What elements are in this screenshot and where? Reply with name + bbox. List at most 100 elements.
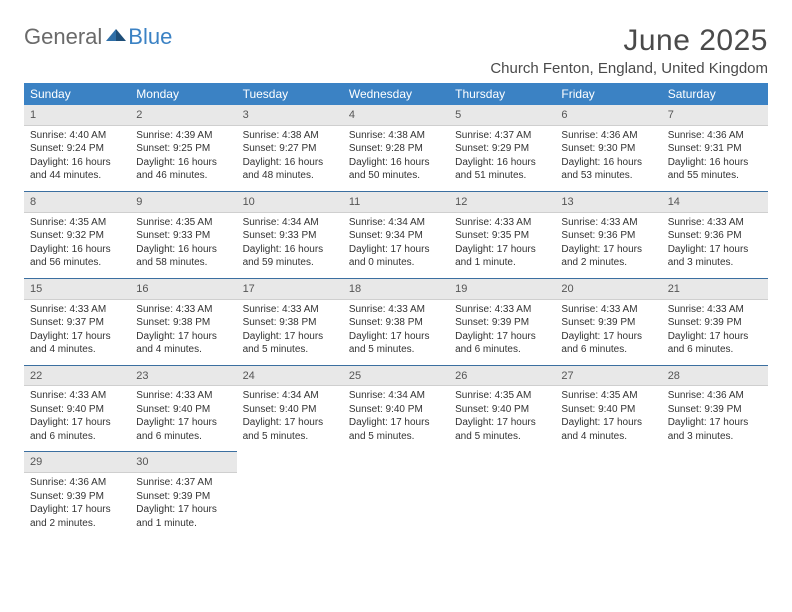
day-number: 8 (24, 191, 130, 213)
day-cell: 2Sunrise: 4:39 AMSunset: 9:25 PMDaylight… (130, 105, 236, 191)
brand-mark-icon (106, 27, 126, 41)
sunset-text: Sunset: 9:40 PM (136, 403, 230, 417)
sunset-text: Sunset: 9:40 PM (561, 403, 655, 417)
sunset-text: Sunset: 9:33 PM (136, 229, 230, 243)
day-cell: 8Sunrise: 4:35 AMSunset: 9:32 PMDaylight… (24, 191, 130, 278)
sunset-text: Sunset: 9:39 PM (455, 316, 549, 330)
weekday-header-row: SundayMondayTuesdayWednesdayThursdayFrid… (24, 83, 768, 105)
calendar-week-row: 15Sunrise: 4:33 AMSunset: 9:37 PMDayligh… (24, 278, 768, 365)
sunset-text: Sunset: 9:34 PM (349, 229, 443, 243)
day-number: 16 (130, 278, 236, 300)
sunrise-text: Sunrise: 4:33 AM (455, 216, 549, 230)
day-cell: 23Sunrise: 4:33 AMSunset: 9:40 PMDayligh… (130, 365, 236, 452)
sunrise-text: Sunrise: 4:35 AM (30, 216, 124, 230)
daylight-text: Daylight: 16 hours and 55 minutes. (668, 156, 762, 183)
daylight-text: Daylight: 17 hours and 6 minutes. (561, 330, 655, 357)
day-content: Sunrise: 4:34 AMSunset: 9:40 PMDaylight:… (237, 386, 343, 451)
day-cell: 25Sunrise: 4:34 AMSunset: 9:40 PMDayligh… (343, 365, 449, 452)
sunrise-text: Sunrise: 4:36 AM (30, 476, 124, 490)
day-number: 26 (449, 365, 555, 387)
calendar-week-row: 8Sunrise: 4:35 AMSunset: 9:32 PMDaylight… (24, 191, 768, 278)
day-cell: 19Sunrise: 4:33 AMSunset: 9:39 PMDayligh… (449, 278, 555, 365)
weekday-header-cell: Monday (130, 83, 236, 105)
sunset-text: Sunset: 9:36 PM (561, 229, 655, 243)
day-cell: 7 Sunrise: 4:36 AMSunset: 9:31 PMDaylight… (662, 105, 768, 191)
daylight-text: Daylight: 16 hours and 48 minutes. (243, 156, 337, 183)
sunrise-text: Sunrise: 4:37 AM (136, 476, 230, 490)
weekday-header-cell: Sunday (24, 83, 130, 105)
daylight-text: Daylight: 17 hours and 6 minutes. (455, 330, 549, 357)
day-content: Sunrise: 4:35 AMSunset: 9:40 PMDaylight:… (449, 386, 555, 451)
day-content: Sunrise: 4:38 AMSunset: 9:27 PMDaylight:… (237, 126, 343, 191)
day-cell: 12Sunrise: 4:33 AMSunset: 9:35 PMDayligh… (449, 191, 555, 278)
sunrise-text: Sunrise: 4:33 AM (349, 303, 443, 317)
day-cell: 27Sunrise: 4:35 AMSunset: 9:40 PMDayligh… (555, 365, 661, 452)
day-content: Sunrise: 4:33 AMSunset: 9:39 PMDaylight:… (662, 300, 768, 365)
day-number: 10 (237, 191, 343, 213)
day-cell: 26Sunrise: 4:35 AMSunset: 9:40 PMDayligh… (449, 365, 555, 452)
day-number: 28 (662, 365, 768, 387)
day-cell: 11Sunrise: 4:34 AMSunset: 9:34 PMDayligh… (343, 191, 449, 278)
daylight-text: Daylight: 17 hours and 1 minute. (455, 243, 549, 270)
day-number: 13 (555, 191, 661, 213)
sunset-text: Sunset: 9:40 PM (243, 403, 337, 417)
day-content: Sunrise: 4:39 AMSunset: 9:25 PMDaylight:… (130, 126, 236, 191)
day-number: 29 (24, 451, 130, 473)
day-content: Sunrise: 4:33 AMSunset: 9:38 PMDaylight:… (237, 300, 343, 365)
day-cell: 17Sunrise: 4:33 AMSunset: 9:38 PMDayligh… (237, 278, 343, 365)
empty-day-cell (449, 451, 555, 538)
day-cell: 18Sunrise: 4:33 AMSunset: 9:38 PMDayligh… (343, 278, 449, 365)
day-content: Sunrise: 4:37 AMSunset: 9:29 PMDaylight:… (449, 126, 555, 191)
sunset-text: Sunset: 9:39 PM (668, 316, 762, 330)
day-cell: 13 Sunrise: 4:33 AMSunset: 9:36 PMDayligh… (555, 191, 661, 278)
daylight-text: Daylight: 16 hours and 53 minutes. (561, 156, 655, 183)
calendar-body: 1Sunrise: 4:40 AMSunset: 9:24 PMDaylight… (24, 105, 768, 538)
weekday-header-cell: Thursday (449, 83, 555, 105)
sunrise-text: Sunrise: 4:40 AM (30, 129, 124, 143)
sunrise-text: Sunrise: 4:33 AM (561, 303, 655, 317)
day-content: Sunrise: 4:38 AMSunset: 9:28 PMDaylight:… (343, 126, 449, 191)
day-content: Sunrise: 4:33 AMSunset: 9:38 PMDaylight:… (130, 300, 236, 365)
sunrise-text: Sunrise: 4:34 AM (243, 216, 337, 230)
sunset-text: Sunset: 9:25 PM (136, 142, 230, 156)
sunrise-text: Sunrise: 4:33 AM (561, 216, 655, 230)
day-number: 9 (130, 191, 236, 213)
day-number: 20 (555, 278, 661, 300)
day-number: 7 (662, 105, 768, 126)
daylight-text: Daylight: 17 hours and 3 minutes. (668, 416, 762, 443)
day-content: Sunrise: 4:33 AMSunset: 9:37 PMDaylight:… (24, 300, 130, 365)
day-cell: 9Sunrise: 4:35 AMSunset: 9:33 PMDaylight… (130, 191, 236, 278)
day-number: 24 (237, 365, 343, 387)
daylight-text: Daylight: 16 hours and 50 minutes. (349, 156, 443, 183)
day-number: 17 (237, 278, 343, 300)
weekday-header-cell: Tuesday (237, 83, 343, 105)
daylight-text: Daylight: 17 hours and 2 minutes. (30, 503, 124, 530)
weekday-header-cell: Friday (555, 83, 661, 105)
day-number: 4 (343, 105, 449, 126)
day-cell: 3Sunrise: 4:38 AMSunset: 9:27 PMDaylight… (237, 105, 343, 191)
day-cell: 15Sunrise: 4:33 AMSunset: 9:37 PMDayligh… (24, 278, 130, 365)
day-cell: 21Sunrise: 4:33 AMSunset: 9:39 PMDayligh… (662, 278, 768, 365)
daylight-text: Daylight: 17 hours and 2 minutes. (561, 243, 655, 270)
day-number: 2 (130, 105, 236, 126)
sunrise-text: Sunrise: 4:33 AM (136, 303, 230, 317)
sunset-text: Sunset: 9:28 PM (349, 142, 443, 156)
sunset-text: Sunset: 9:33 PM (243, 229, 337, 243)
day-content: Sunrise: 4:33 AMSunset: 9:39 PMDaylight:… (555, 300, 661, 365)
sunset-text: Sunset: 9:31 PM (668, 142, 762, 156)
day-number: 27 (555, 365, 661, 387)
day-content: Sunrise: 4:33 AMSunset: 9:36 PMDaylight:… (662, 213, 768, 278)
sunrise-text: Sunrise: 4:36 AM (668, 129, 762, 143)
sunrise-text: Sunrise: 4:35 AM (455, 389, 549, 403)
sunset-text: Sunset: 9:39 PM (668, 403, 762, 417)
sunset-text: Sunset: 9:40 PM (349, 403, 443, 417)
daylight-text: Daylight: 17 hours and 4 minutes. (136, 330, 230, 357)
daylight-text: Daylight: 17 hours and 5 minutes. (243, 416, 337, 443)
sunset-text: Sunset: 9:30 PM (561, 142, 655, 156)
day-cell: 16Sunrise: 4:33 AMSunset: 9:38 PMDayligh… (130, 278, 236, 365)
daylight-text: Daylight: 16 hours and 58 minutes. (136, 243, 230, 270)
daylight-text: Daylight: 17 hours and 5 minutes. (243, 330, 337, 357)
day-cell: 1Sunrise: 4:40 AMSunset: 9:24 PMDaylight… (24, 105, 130, 191)
sunset-text: Sunset: 9:39 PM (30, 490, 124, 504)
sunrise-text: Sunrise: 4:39 AM (136, 129, 230, 143)
